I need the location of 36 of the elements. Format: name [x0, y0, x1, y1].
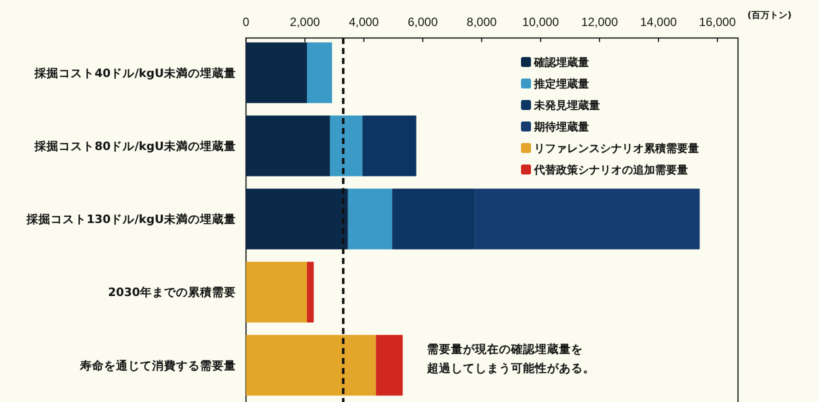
x-tick-label: 0	[242, 15, 250, 29]
y-tick-label: 採掘コスト130ドル/kgU未満の埋蔵量	[26, 212, 236, 226]
bar	[348, 188, 392, 250]
y-tick-label: 採掘コスト80ドル/kgU未満の埋蔵量	[34, 138, 236, 153]
bar	[246, 42, 307, 104]
x-tick-label: 2,000	[290, 15, 320, 29]
bar	[306, 262, 314, 322]
x-tick-label: 14,000	[640, 15, 678, 29]
x-tick-label: 6,000	[408, 15, 438, 29]
x-tick-label: 12,000	[581, 15, 618, 29]
x-tick-label: 4,000	[348, 15, 380, 29]
x-tick-label: 10,000	[522, 15, 560, 29]
legend-label: リファレンスシナリオ累積需要量	[534, 142, 699, 155]
bar	[474, 188, 700, 250]
bar	[376, 334, 403, 396]
legend-label: 確認埋蔵量	[533, 56, 589, 69]
y-tick-label: 2030年までの累積需要	[108, 285, 236, 300]
legend-label: 推定埋蔵量	[533, 77, 589, 90]
x-axis-title: (百万トン)	[747, 10, 792, 21]
bar	[330, 116, 362, 176]
annotation: 超過してしまう可能性がある。	[426, 361, 595, 375]
legend-label: 未発見埋蔵量	[533, 98, 600, 112]
y-tick-label: 寿命を通じて消費する需要量	[79, 358, 236, 372]
bar	[246, 262, 307, 322]
x-tick-label: 8,000	[466, 15, 498, 29]
y-tick-label: 採掘コスト40ドル/kgU未満の埋蔵量	[34, 66, 236, 80]
x-tick-label: 16,000	[699, 15, 736, 29]
bar	[306, 42, 332, 104]
bar	[246, 334, 376, 396]
bar	[246, 188, 348, 250]
annotation: 需要量が現在の確認埋蔵量を	[427, 342, 583, 356]
bar	[246, 116, 330, 176]
legend-label: 期待埋蔵量	[533, 120, 589, 134]
legend-label: 代替政策シナリオの追加需要量	[533, 163, 688, 176]
bar	[392, 188, 475, 250]
bar	[362, 116, 416, 176]
